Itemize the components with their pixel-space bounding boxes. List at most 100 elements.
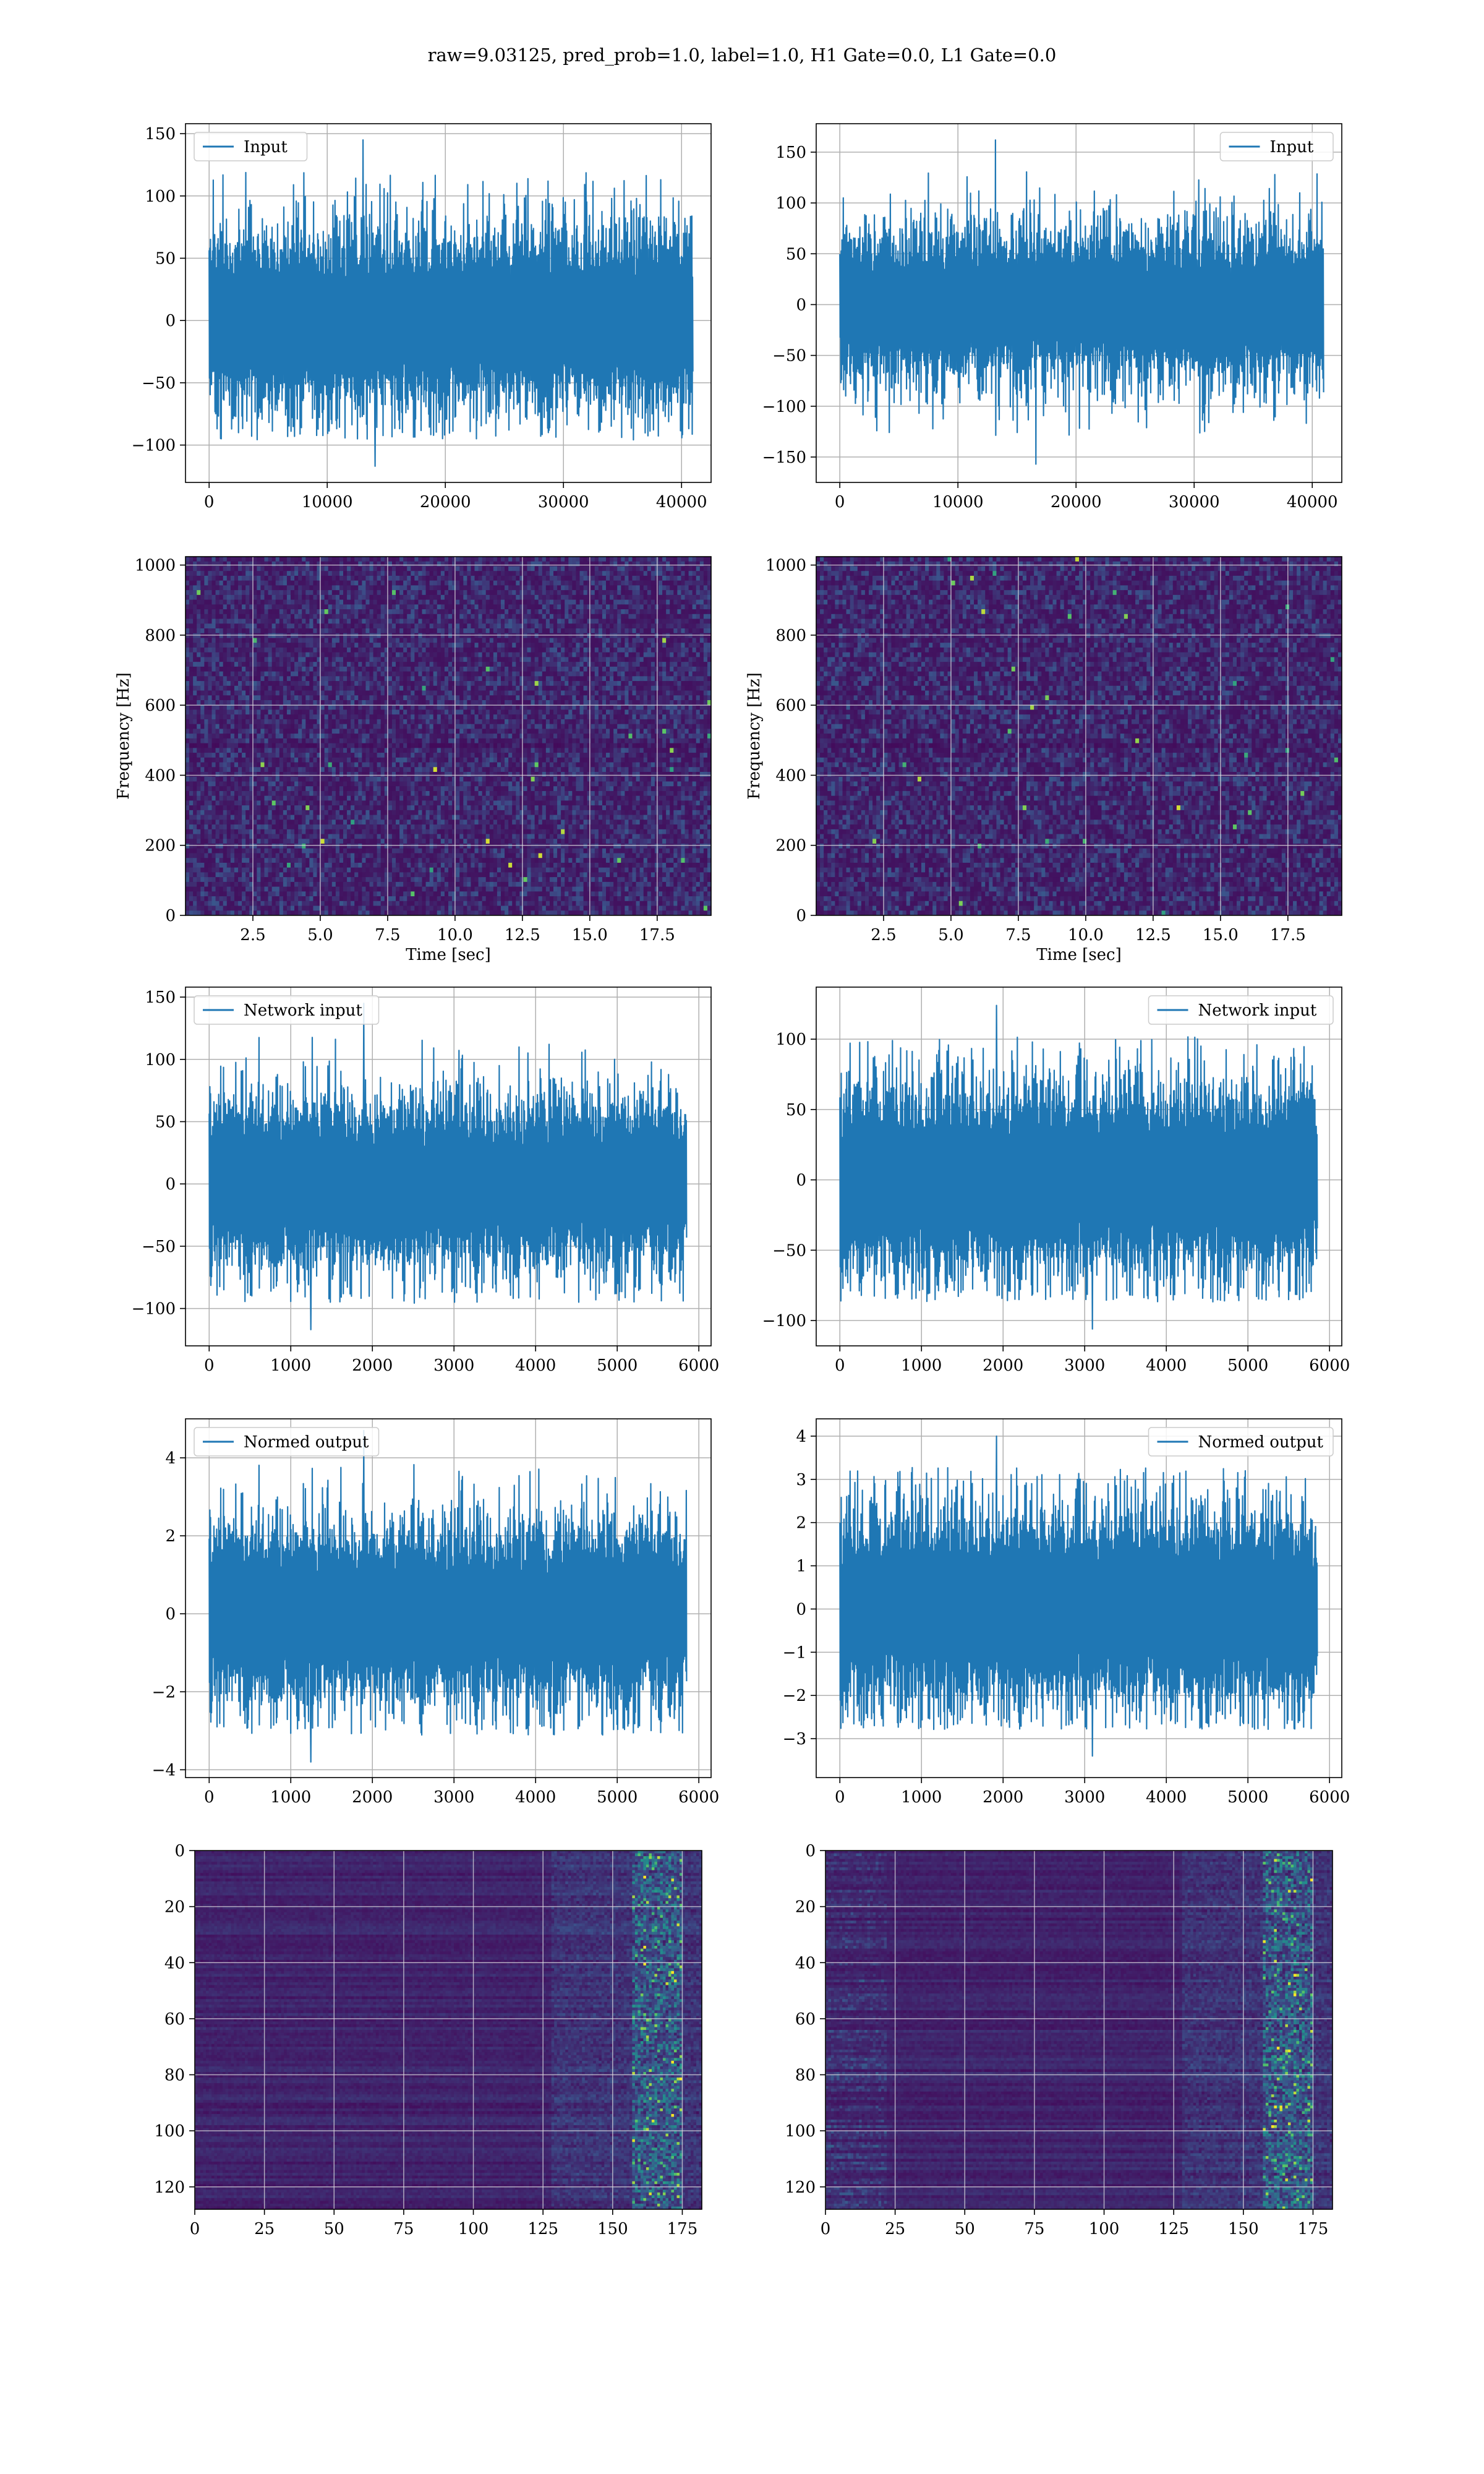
heatmap-cell	[606, 604, 610, 609]
heatmap-cell	[445, 714, 449, 719]
heatmap-cell	[482, 619, 487, 624]
heatmap-cell	[242, 562, 246, 567]
heatmap-cell	[208, 619, 212, 624]
heatmap-cell	[516, 714, 520, 719]
heatmap-cell	[456, 653, 460, 657]
heatmap-cell	[325, 590, 329, 595]
heatmap-cell	[561, 691, 565, 696]
heatmap-cell	[325, 614, 329, 619]
heatmap-cell	[373, 648, 378, 653]
heatmap-cell	[704, 681, 708, 686]
heatmap-cell	[482, 628, 487, 633]
heatmap-cell	[673, 619, 678, 624]
heatmap-cell	[456, 623, 460, 628]
heatmap-cell	[321, 676, 325, 681]
heatmap-cell	[580, 628, 584, 633]
heatmap-cell	[216, 662, 220, 667]
heatmap-cell	[475, 633, 479, 638]
heatmap-cell	[370, 676, 374, 681]
heatmap-cell	[305, 667, 310, 672]
heatmap-cell	[321, 623, 325, 628]
heatmap-cell	[358, 633, 362, 638]
heatmap-cell	[200, 595, 205, 600]
heatmap-cell	[685, 604, 689, 609]
heatmap-cell	[212, 590, 216, 595]
heatmap-cell	[272, 623, 276, 628]
heatmap-cell	[463, 585, 467, 590]
heatmap-cell	[628, 576, 633, 581]
heatmap-cell	[591, 681, 595, 686]
heatmap-cell	[633, 619, 637, 624]
heatmap-cell	[486, 691, 490, 696]
heatmap-cell	[204, 609, 208, 614]
heatmap-cell	[621, 628, 625, 633]
heatmap-cell	[459, 672, 464, 677]
heatmap-cell	[291, 614, 295, 619]
heatmap-cell	[662, 595, 667, 600]
heatmap-cell	[354, 619, 359, 624]
heatmap-cell	[475, 571, 479, 576]
heatmap-cell	[475, 576, 479, 581]
heatmap-cell	[490, 643, 494, 648]
heatmap-cell	[414, 590, 419, 595]
heatmap-cell	[599, 653, 603, 657]
heatmap-cell	[527, 648, 532, 653]
heatmap-cell	[625, 619, 629, 624]
heatmap-cell	[403, 653, 407, 657]
heatmap-cell	[298, 557, 302, 562]
heatmap-cell	[291, 619, 295, 624]
heatmap-cell	[651, 571, 655, 576]
heatmap-cell	[508, 643, 513, 648]
heatmap-cell	[475, 657, 479, 662]
heatmap-cell	[508, 562, 513, 567]
heatmap-cell	[347, 714, 351, 719]
heatmap-cell	[647, 672, 652, 677]
heatmap-cell	[568, 662, 573, 667]
heatmap-cell	[490, 571, 494, 576]
heatmap-cell	[467, 581, 471, 586]
heatmap-cell	[512, 619, 516, 624]
heatmap-cell	[681, 672, 685, 677]
heatmap-cell	[328, 676, 333, 681]
heatmap-cell	[287, 571, 291, 576]
heatmap-cell	[527, 686, 532, 691]
heatmap-cell	[212, 600, 216, 605]
heatmap-cell	[347, 700, 351, 705]
heatmap-cell	[700, 686, 704, 691]
heatmap-cell	[508, 667, 513, 672]
heatmap-cell	[602, 600, 607, 605]
heatmap-cell	[636, 623, 641, 628]
heatmap-cell	[220, 648, 224, 653]
heatmap-cell	[328, 595, 333, 600]
heatmap-cell	[681, 633, 685, 638]
heatmap-cell	[644, 662, 648, 667]
heatmap-cell	[186, 566, 190, 571]
heatmap-cell	[433, 600, 438, 605]
heatmap-cell	[396, 638, 400, 643]
heatmap-cell	[294, 623, 299, 628]
heatmap-cell	[572, 614, 576, 619]
heatmap-cell	[231, 695, 235, 700]
heatmap-cell	[523, 686, 527, 691]
heatmap-cell	[223, 724, 228, 729]
heatmap-cell	[414, 653, 419, 657]
heatmap-cell	[497, 672, 501, 677]
heatmap-cell	[257, 604, 261, 609]
heatmap-cell	[508, 623, 513, 628]
heatmap-cell	[433, 691, 438, 696]
heatmap-cell	[471, 623, 475, 628]
heatmap-cell	[482, 623, 487, 628]
heatmap-cell	[392, 709, 396, 714]
heatmap-cell	[647, 681, 652, 686]
heatmap-cell	[305, 672, 310, 677]
heatmap-cell	[189, 571, 194, 576]
heatmap-cell	[497, 681, 501, 686]
heatmap-cell	[497, 676, 501, 681]
heatmap-cell	[613, 667, 618, 672]
heatmap-cell	[347, 657, 351, 662]
heatmap-cell	[651, 566, 655, 571]
heatmap-cell	[370, 653, 374, 657]
heatmap-cell	[606, 581, 610, 586]
heatmap-cell	[628, 595, 633, 600]
heatmap-cell	[193, 562, 197, 567]
